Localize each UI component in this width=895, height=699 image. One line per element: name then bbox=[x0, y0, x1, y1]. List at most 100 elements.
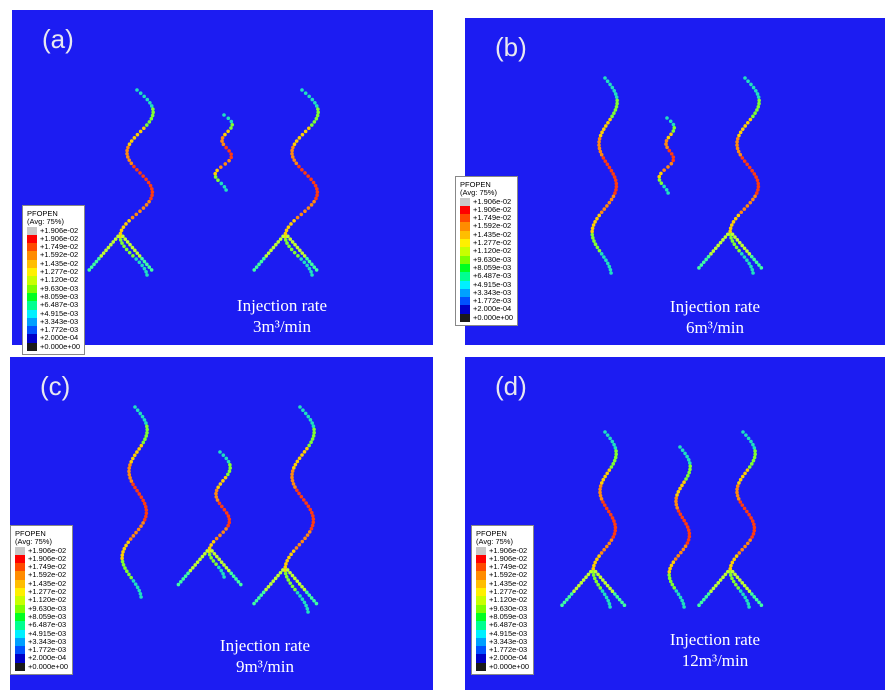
fracture-dot bbox=[742, 583, 747, 588]
caption: Injection rate 9m³/min bbox=[165, 635, 365, 677]
legend-row: +2.000e-04 bbox=[15, 654, 68, 663]
fracture-dot bbox=[295, 488, 299, 493]
legend-entry: +4.915e-03 bbox=[28, 628, 67, 638]
legend-title: PFOPEN bbox=[27, 209, 58, 218]
fracture-dot bbox=[137, 492, 142, 496]
fracture-dot bbox=[150, 190, 155, 194]
fracture-dot bbox=[151, 107, 155, 111]
fracture-dot bbox=[301, 408, 305, 413]
legend-row: +2.000e-04 bbox=[460, 305, 513, 314]
fracture-dot bbox=[220, 136, 225, 140]
fracture-dot bbox=[604, 506, 609, 511]
fracture-dot bbox=[316, 110, 320, 115]
fracture-dot bbox=[606, 120, 610, 125]
fracture-dot bbox=[300, 584, 304, 589]
fracture-dot bbox=[306, 610, 310, 614]
fracture-dot bbox=[127, 218, 131, 223]
fracture-dot bbox=[127, 250, 132, 255]
legend-entry: +1.277e-02 bbox=[40, 267, 79, 277]
fracture-dot bbox=[257, 596, 261, 600]
legend-entry: +1.592e-02 bbox=[28, 570, 67, 580]
fracture-dot bbox=[131, 482, 135, 487]
fracture-dot bbox=[757, 600, 761, 605]
fracture-dot bbox=[295, 590, 300, 595]
fracture-dot bbox=[737, 240, 742, 245]
fracture-dot bbox=[723, 572, 728, 577]
fracture-dot bbox=[676, 490, 681, 494]
fracture-dot bbox=[747, 261, 751, 266]
fracture-dot bbox=[176, 582, 181, 587]
fracture-dot bbox=[602, 127, 606, 131]
fracture-dot bbox=[254, 598, 259, 603]
fracture-dot bbox=[757, 101, 761, 106]
fracture-dot bbox=[302, 260, 307, 265]
fracture-dot bbox=[577, 583, 581, 588]
fracture-dot bbox=[604, 124, 608, 128]
fracture-dot bbox=[745, 249, 749, 253]
fracture-dot bbox=[590, 226, 595, 231]
fracture-dot bbox=[711, 586, 716, 591]
fracture-dot bbox=[224, 565, 229, 570]
fracture-dot bbox=[614, 452, 618, 457]
fracture-dot bbox=[750, 592, 754, 596]
fracture-dot bbox=[608, 436, 612, 441]
fracture-dot bbox=[295, 245, 300, 250]
fracture-dot bbox=[748, 538, 752, 542]
legend-swatch bbox=[15, 546, 25, 555]
fracture-dot bbox=[133, 405, 137, 409]
fracture-dot bbox=[598, 487, 602, 492]
fracture-dot bbox=[611, 462, 616, 466]
legend-entry: +1.772e-03 bbox=[40, 325, 79, 335]
legend-swatch bbox=[15, 654, 25, 663]
legend-swatch bbox=[15, 604, 25, 613]
legend-entry: +1.906e-02 bbox=[489, 553, 528, 563]
fracture-dot bbox=[749, 462, 754, 466]
panel-label: (b) bbox=[495, 32, 527, 62]
legend-row: +1.277e-02 bbox=[15, 587, 68, 597]
fracture-dot bbox=[755, 92, 760, 96]
legend-row: +3.343e-03 bbox=[27, 317, 80, 327]
fracture-dot bbox=[300, 88, 304, 92]
fracture-dot bbox=[751, 197, 755, 202]
fracture-dot bbox=[749, 516, 753, 520]
legend-row: +0.000e+00 bbox=[460, 313, 513, 323]
fracture-dot bbox=[266, 584, 271, 589]
fracture-dot bbox=[304, 501, 308, 505]
fracture-dot bbox=[699, 263, 704, 267]
legend-entry: +2.000e-04 bbox=[40, 333, 79, 343]
fracture-dot bbox=[200, 554, 205, 559]
fracture-dot bbox=[733, 216, 738, 221]
fracture-dot bbox=[608, 586, 612, 591]
legend-swatch bbox=[27, 243, 37, 252]
fracture-dot bbox=[273, 576, 278, 581]
fracture-dot bbox=[745, 541, 750, 546]
fracture-dot bbox=[675, 506, 680, 510]
fracture-dot bbox=[309, 123, 314, 127]
fracture-dot bbox=[709, 252, 713, 256]
fracture-dot bbox=[613, 108, 618, 112]
fracture-dot bbox=[569, 592, 574, 596]
legend-swatch bbox=[476, 563, 486, 572]
fracture-dot bbox=[141, 174, 145, 178]
fracture-field bbox=[120, 405, 319, 614]
fracture-dot bbox=[138, 129, 143, 134]
fracture-dot bbox=[686, 538, 691, 542]
fracture-dot bbox=[309, 526, 314, 531]
fracture-dot bbox=[312, 598, 316, 603]
fracture-dot bbox=[755, 108, 759, 112]
fracture-dot bbox=[613, 592, 617, 596]
fracture-dot bbox=[139, 524, 143, 528]
fracture-dot bbox=[729, 236, 733, 240]
fracture-dot bbox=[126, 540, 131, 545]
fracture-dot bbox=[315, 190, 320, 194]
legend-entry: +1.749e-02 bbox=[28, 562, 67, 572]
fracture-dot bbox=[203, 551, 207, 556]
fracture-dot bbox=[562, 600, 567, 605]
legend-swatch bbox=[476, 579, 486, 589]
fracture-dot bbox=[606, 509, 611, 514]
legend-swatch bbox=[460, 288, 470, 298]
fracture-dot bbox=[137, 588, 142, 593]
fracture-dot bbox=[295, 579, 300, 583]
fracture-dot bbox=[289, 552, 293, 557]
fracture-dot bbox=[309, 510, 314, 515]
